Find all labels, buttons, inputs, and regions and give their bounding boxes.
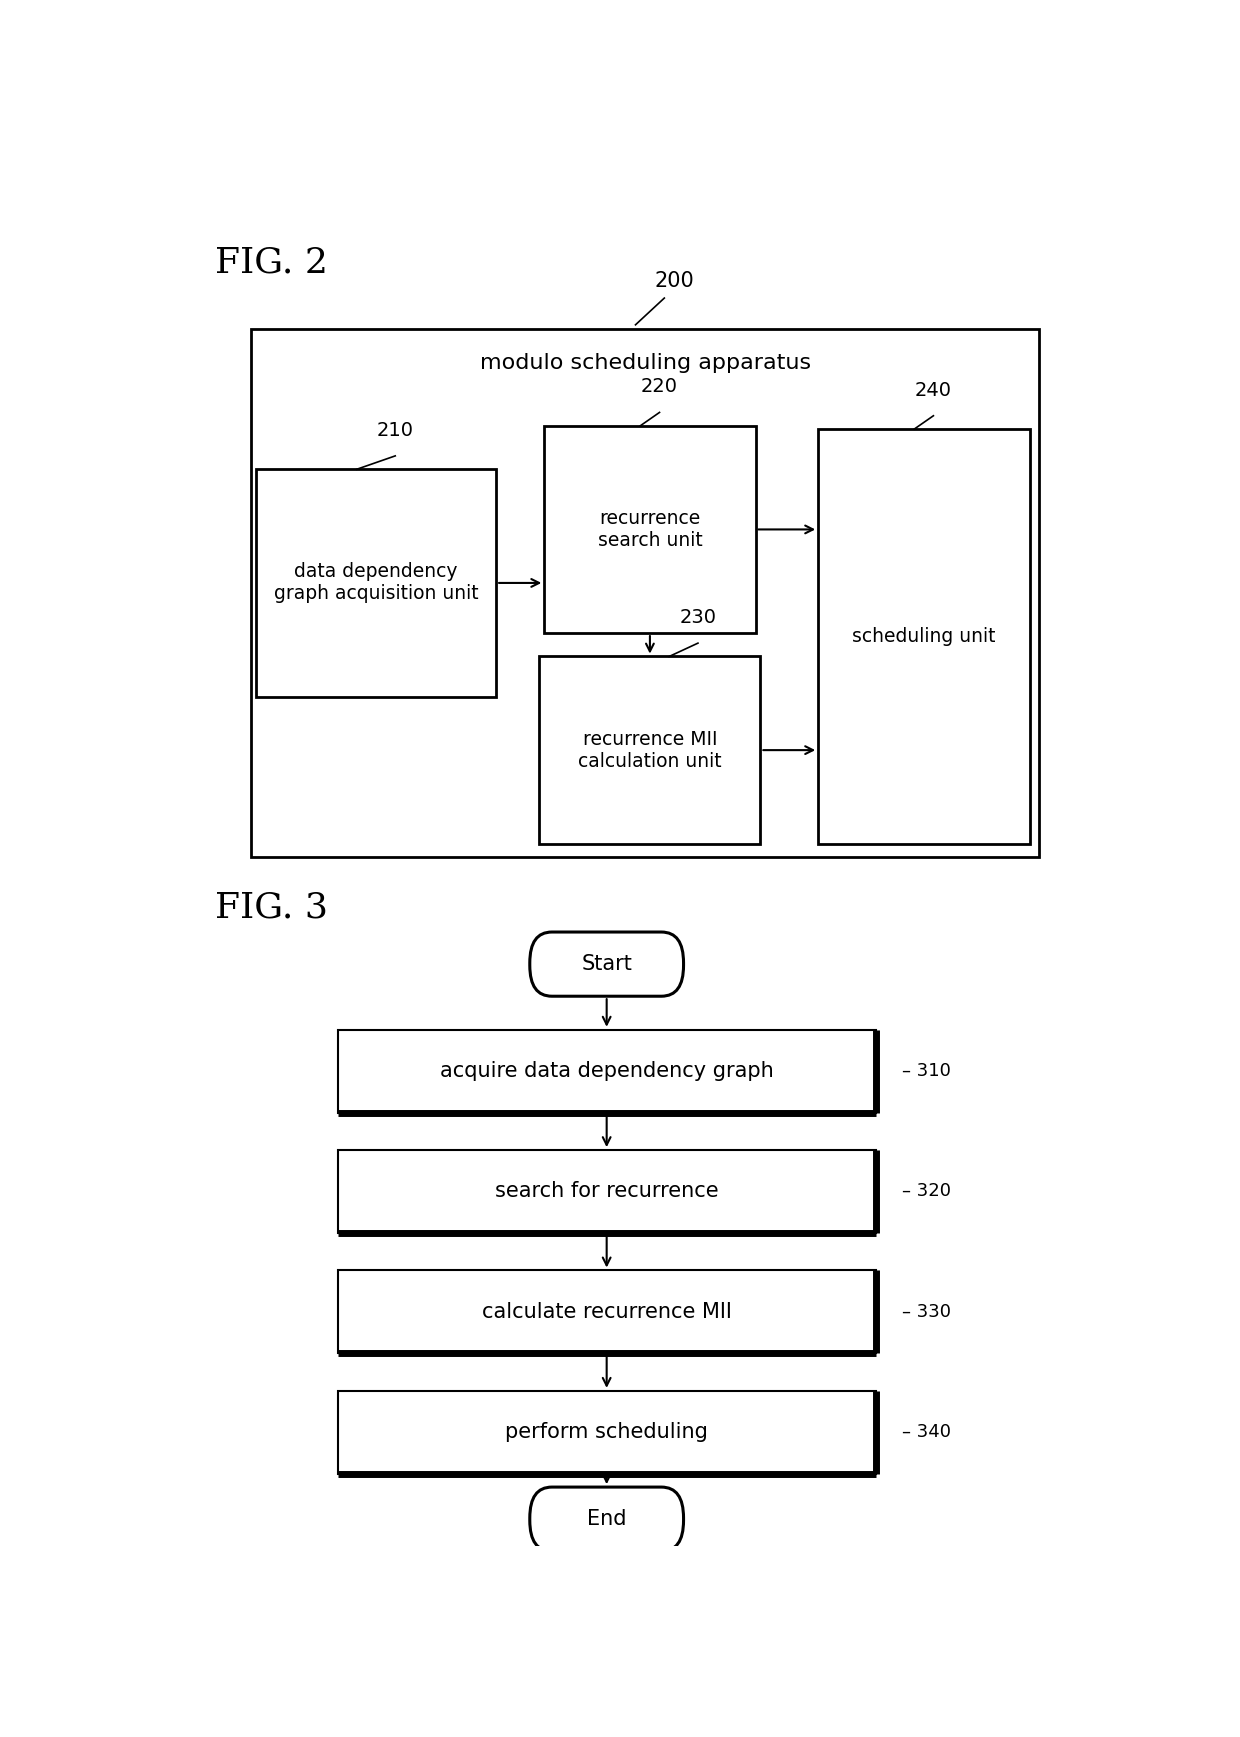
Text: – 310: – 310 — [901, 1061, 951, 1080]
Text: perform scheduling: perform scheduling — [505, 1423, 708, 1442]
Text: 230: 230 — [680, 608, 717, 627]
FancyBboxPatch shape — [529, 1487, 683, 1551]
Text: recurrence
search unit: recurrence search unit — [598, 509, 702, 551]
Bar — [337, 1270, 875, 1353]
Text: calculate recurrence MII: calculate recurrence MII — [481, 1301, 732, 1322]
Bar — [337, 1150, 875, 1233]
Bar — [250, 328, 1039, 856]
Bar — [337, 1030, 875, 1113]
Text: search for recurrence: search for recurrence — [495, 1181, 718, 1202]
Text: FIG. 2: FIG. 2 — [215, 247, 327, 280]
Text: – 330: – 330 — [901, 1303, 951, 1320]
Text: – 320: – 320 — [901, 1183, 951, 1200]
Text: – 340: – 340 — [901, 1423, 951, 1442]
Bar — [544, 426, 755, 632]
Text: Start: Start — [582, 954, 632, 974]
Text: acquire data dependency graph: acquire data dependency graph — [440, 1061, 774, 1080]
Text: End: End — [587, 1509, 626, 1529]
Text: scheduling unit: scheduling unit — [852, 627, 996, 646]
Text: 220: 220 — [641, 377, 678, 396]
Bar — [337, 1391, 875, 1473]
Text: 240: 240 — [915, 380, 952, 400]
Text: recurrence MII
calculation unit: recurrence MII calculation unit — [578, 730, 722, 771]
Text: FIG. 3: FIG. 3 — [215, 891, 327, 924]
Bar — [818, 429, 1029, 844]
Bar — [539, 657, 760, 844]
Text: 200: 200 — [653, 271, 694, 292]
Text: modulo scheduling apparatus: modulo scheduling apparatus — [480, 353, 811, 373]
Bar — [255, 469, 496, 697]
FancyBboxPatch shape — [529, 933, 683, 997]
Text: data dependency
graph acquisition unit: data dependency graph acquisition unit — [274, 563, 479, 603]
Text: 210: 210 — [377, 420, 414, 439]
